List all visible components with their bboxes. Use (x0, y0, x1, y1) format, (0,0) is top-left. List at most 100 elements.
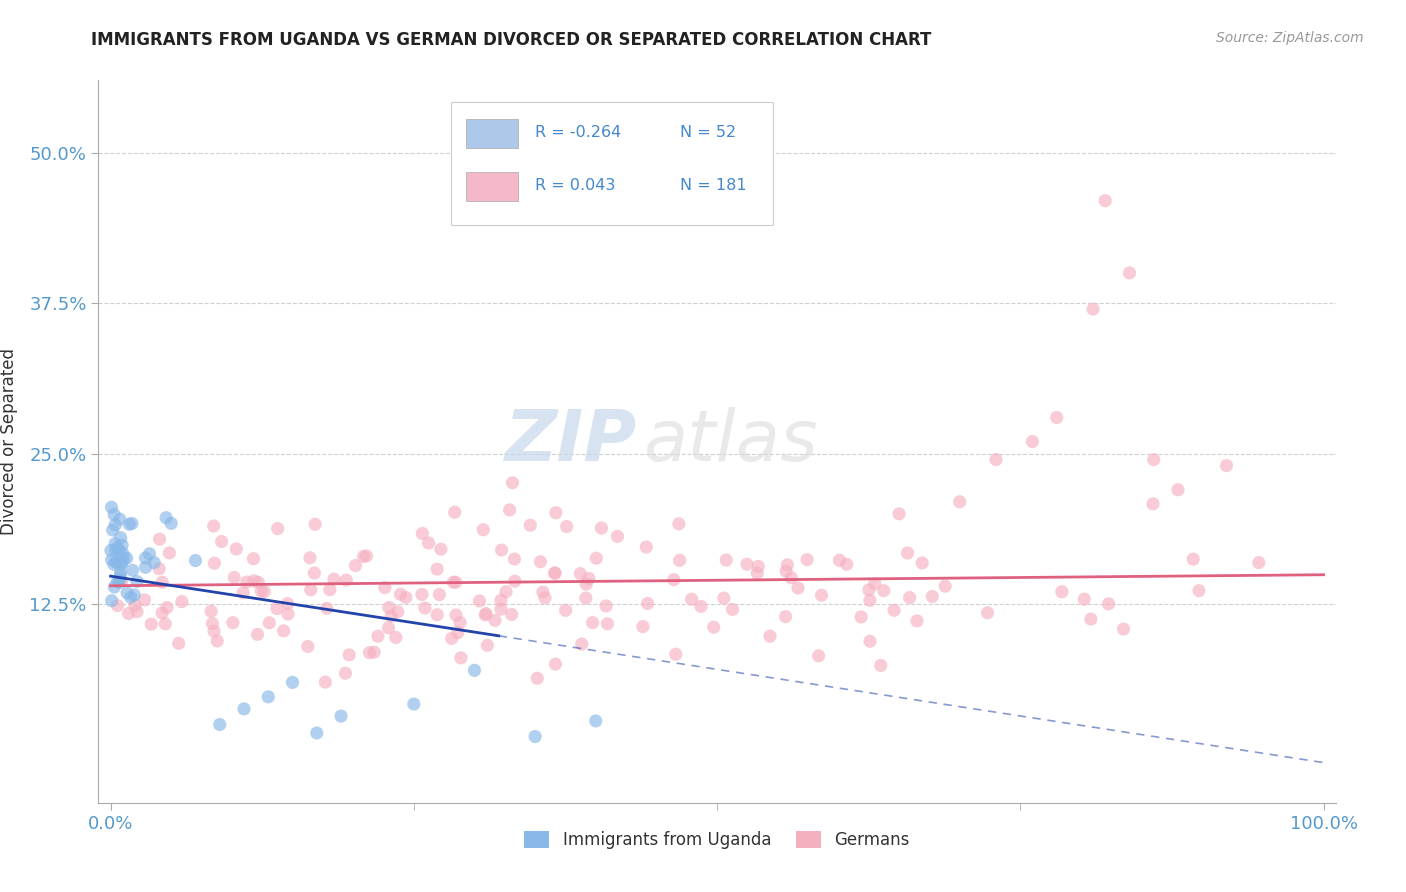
Point (277, 597, 299, 611)
Point (519, 518, 541, 533)
Point (859, 593, 882, 607)
Point (703, 620, 725, 634)
Point (578, 571, 600, 585)
Point (247, 575, 270, 590)
Point (759, 629, 782, 643)
Point (575, 577, 598, 591)
Point (585, 551, 607, 566)
Point (112, 551, 135, 566)
Point (1182, 552, 1205, 566)
Point (202, 624, 225, 639)
Point (524, 730, 547, 744)
Point (101, 523, 124, 537)
Point (108, 575, 131, 590)
Point (200, 604, 222, 618)
Point (184, 553, 207, 567)
Point (449, 615, 471, 630)
Point (125, 605, 148, 619)
Point (544, 566, 567, 580)
Point (427, 588, 450, 602)
Point (304, 566, 326, 580)
Point (108, 543, 131, 558)
Point (337, 648, 360, 662)
Point (108, 512, 131, 526)
Point (595, 599, 617, 613)
Point (662, 573, 685, 587)
Point (934, 579, 956, 593)
Point (377, 621, 399, 635)
Point (232, 586, 254, 600)
Point (883, 603, 905, 617)
Text: IMMIGRANTS FROM UGANDA VS GERMAN DIVORCED OR SEPARATED CORRELATION CHART: IMMIGRANTS FROM UGANDA VS GERMAN DIVORCE… (91, 31, 932, 49)
Text: N = 52: N = 52 (681, 125, 737, 140)
Point (976, 606, 998, 620)
Point (668, 553, 690, 567)
Point (104, 536, 127, 550)
Point (1167, 483, 1189, 497)
Point (775, 564, 797, 578)
Point (359, 646, 381, 660)
Point (637, 597, 659, 611)
Point (110, 531, 132, 545)
Point (100, 543, 122, 558)
Point (668, 516, 690, 531)
Point (111, 538, 134, 552)
Text: N = 181: N = 181 (681, 178, 747, 193)
Point (463, 664, 485, 678)
Point (411, 587, 433, 601)
Point (531, 585, 554, 599)
Point (418, 536, 440, 550)
Point (440, 632, 463, 646)
Point (690, 599, 713, 614)
Point (984, 452, 1007, 467)
Text: atlas: atlas (643, 407, 817, 476)
Point (475, 607, 498, 621)
Point (110, 568, 132, 582)
Point (1215, 458, 1237, 473)
Point (236, 574, 259, 589)
Point (344, 558, 367, 573)
Point (1050, 584, 1073, 599)
Point (298, 550, 321, 565)
FancyBboxPatch shape (465, 172, 517, 201)
Text: ZIP: ZIP (505, 407, 637, 476)
Point (103, 508, 125, 522)
Text: R = -0.264: R = -0.264 (536, 125, 621, 140)
Point (224, 570, 246, 584)
Point (571, 637, 593, 651)
Point (631, 619, 654, 633)
Point (575, 591, 598, 605)
Point (304, 517, 326, 532)
Point (105, 556, 128, 570)
Point (911, 556, 934, 570)
Point (155, 616, 177, 631)
Point (735, 558, 758, 572)
Point (1143, 452, 1166, 467)
Point (104, 517, 127, 532)
Point (121, 563, 143, 577)
Point (1142, 497, 1164, 511)
Point (353, 549, 375, 564)
Point (143, 556, 166, 570)
Point (107, 541, 129, 555)
Point (1188, 583, 1211, 598)
Point (529, 555, 551, 569)
Point (828, 553, 851, 567)
Point (713, 591, 735, 606)
Point (160, 516, 183, 531)
Point (747, 566, 769, 581)
Point (835, 558, 858, 572)
Point (1021, 434, 1043, 449)
Point (426, 562, 449, 576)
Point (775, 609, 797, 624)
Point (858, 582, 880, 597)
Point (356, 549, 378, 563)
Text: R = 0.043: R = 0.043 (536, 178, 616, 193)
Point (721, 602, 744, 616)
Point (134, 551, 156, 566)
Point (277, 607, 299, 621)
Point (148, 562, 170, 576)
Point (555, 519, 578, 533)
Point (103, 558, 125, 572)
Point (426, 607, 449, 622)
